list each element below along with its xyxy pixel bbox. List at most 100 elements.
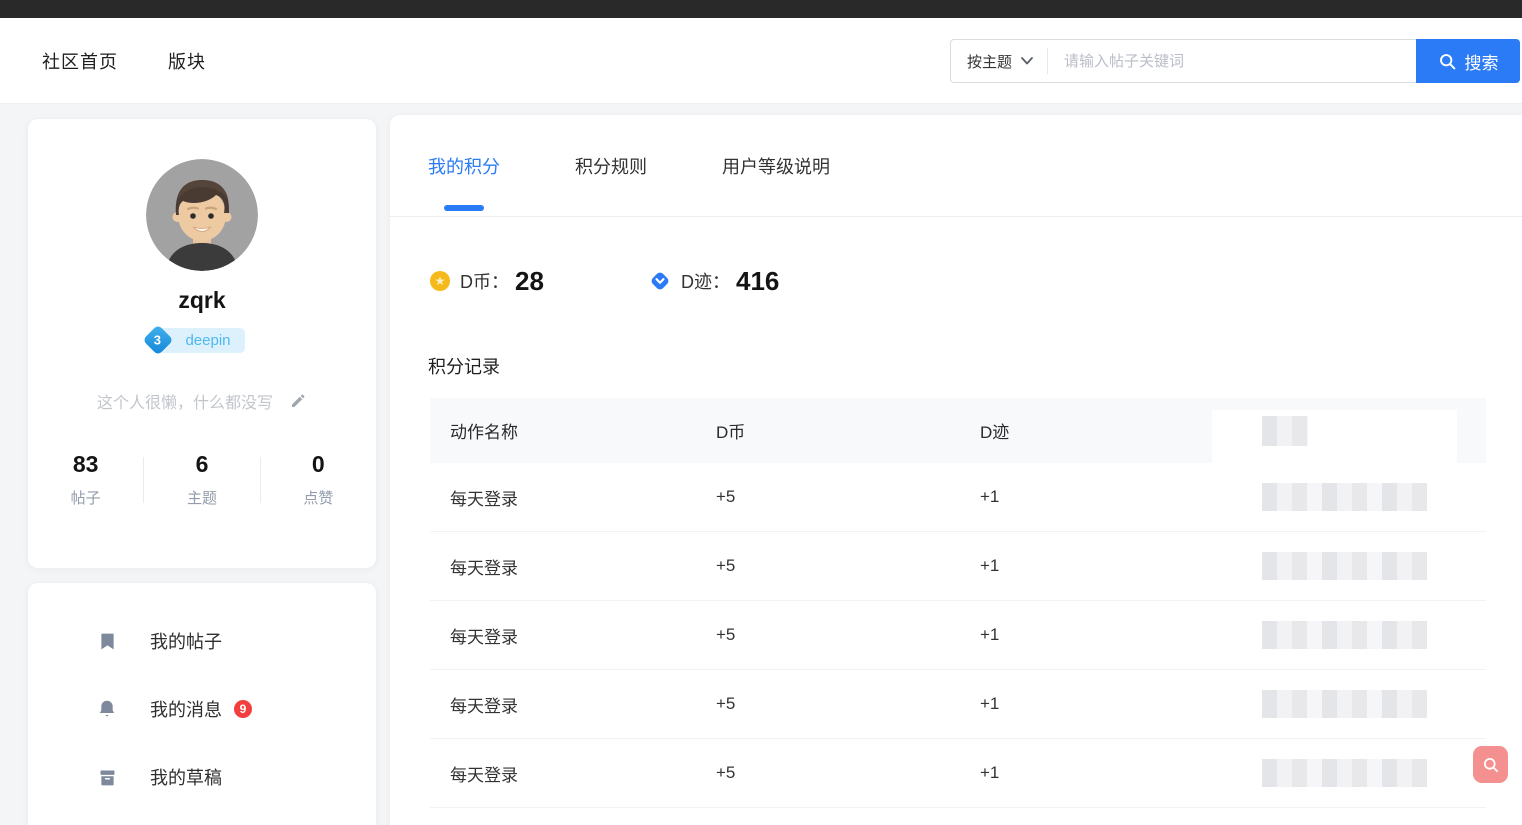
bell-icon (95, 698, 119, 720)
coin-icon: ★ (430, 271, 450, 291)
header-time-redacted (1212, 409, 1486, 483)
table-row: 每天登录 +5 +1 (430, 670, 1486, 739)
cell-dcoin: +5 (716, 625, 736, 644)
table-row: 每天登录 +5 +1 (430, 739, 1486, 808)
edit-pencil-icon[interactable] (289, 392, 307, 410)
tab-label: 我的积分 (428, 156, 500, 177)
redacted-time (1262, 552, 1427, 580)
avatar (146, 159, 258, 271)
search-divider (1047, 48, 1049, 74)
cell-dtrail: +1 (980, 487, 1000, 506)
nav-links: 社区首页 版块 (42, 18, 206, 103)
header-dcoin: D币 (716, 423, 746, 442)
active-tab-indicator (444, 205, 484, 211)
header-action: 动作名称 (450, 423, 518, 442)
stat-topics-label: 主题 (186, 490, 217, 507)
level-number: 3 (154, 332, 163, 348)
bookmark-icon (95, 631, 119, 652)
stat-likes-label: 点赞 (303, 490, 334, 507)
chevron-down-icon (1021, 57, 1033, 65)
level-name: deepin (185, 332, 231, 349)
level-diamond-icon: 3 (142, 324, 175, 356)
section-title: 积分记录 (428, 357, 500, 377)
topic-select[interactable]: 按主题 (951, 51, 1047, 72)
nav-link-community-home[interactable]: 社区首页 (42, 51, 118, 72)
stat-posts-label: 帖子 (70, 490, 101, 507)
tab-user-level-info[interactable]: 用户等级说明 (722, 115, 830, 216)
bio-text: 这个人很懒，什么都没写 (96, 395, 273, 412)
blur-patch (1212, 409, 1457, 483)
search-input[interactable] (1048, 40, 1416, 82)
bio-row: 这个人很懒，什么都没写 (28, 389, 376, 413)
redacted-time (1262, 621, 1427, 649)
cell-dtrail: +1 (980, 763, 1000, 782)
navbar: 社区首页 版块 按主题 搜索 (0, 18, 1522, 104)
search-icon (1439, 53, 1455, 69)
cell-dcoin: +5 (716, 556, 736, 575)
profile-card: zqrk 3 deepin 这个人很懒，什么都没写 83 帖子 6 (28, 119, 376, 568)
drafts-icon (95, 767, 119, 788)
stat-posts: 83 帖子 (28, 451, 143, 508)
notification-badge: 9 (234, 700, 252, 718)
table-row: 每天登录 +5 +1 (430, 601, 1486, 670)
redacted-time (1262, 759, 1427, 787)
cell-action: 每天登录 (450, 558, 518, 578)
header-dtrail: D迹 (980, 423, 1010, 442)
tab-points-rules[interactable]: 积分规则 (575, 115, 647, 216)
cell-action: 每天登录 (450, 489, 518, 509)
menu-card: 我的帖子 我的消息 9 我的草稿 (28, 583, 376, 825)
points-panel: 我的积分 积分规则 用户等级说明 ★ D币： 28 D迹： 416 积分记录 (390, 115, 1522, 825)
cell-dtrail: +1 (980, 694, 1000, 713)
menu-item-my-posts[interactable]: 我的帖子 (28, 607, 376, 675)
level-row: 3 deepin (28, 324, 376, 356)
tab-label: 用户等级说明 (722, 156, 830, 177)
username: zqrk (178, 287, 226, 313)
dcoin-summary: ★ D币： 28 (430, 265, 544, 297)
redacted-time (1262, 690, 1427, 718)
search-button[interactable]: 搜索 (1416, 39, 1520, 83)
cell-action: 每天登录 (450, 765, 518, 785)
floating-search-button[interactable] (1473, 746, 1508, 783)
stat-divider (259, 456, 261, 503)
search-icon (1483, 757, 1498, 772)
redacted-time (1262, 483, 1427, 511)
cell-dtrail: +1 (980, 625, 1000, 644)
cell-action: 每天登录 (450, 696, 518, 716)
cell-dcoin: +5 (716, 694, 736, 713)
table-header: 动作名称 D币 D迹 (430, 398, 1486, 483)
tab-label: 积分规则 (575, 156, 647, 177)
stat-divider (143, 456, 145, 503)
menu-item-label: 我的帖子 (150, 632, 222, 652)
dtrail-label: D迹： (681, 272, 730, 292)
stat-likes-value: 0 (311, 451, 325, 477)
dcoin-label: D币： (460, 272, 509, 292)
dtrail-value: 416 (736, 265, 780, 296)
cell-dcoin: +5 (716, 763, 736, 782)
menu-item-my-drafts[interactable]: 我的草稿 (28, 743, 376, 811)
menu-item-my-messages[interactable]: 我的消息 9 (28, 675, 376, 743)
dtrail-summary: D迹： 416 (649, 265, 779, 297)
search-button-label: 搜索 (1464, 53, 1499, 73)
cell-action: 每天登录 (450, 627, 518, 647)
nav-link-boards[interactable]: 版块 (168, 51, 206, 72)
cell-dcoin: +5 (716, 487, 736, 506)
menu-item-label: 我的草稿 (150, 768, 222, 788)
cell-dtrail: +1 (980, 556, 1000, 575)
page-background: zqrk 3 deepin 这个人很懒，什么都没写 83 帖子 6 (0, 104, 1522, 825)
stat-topics: 6 主题 (144, 451, 259, 508)
stat-likes: 0 点赞 (261, 451, 376, 508)
search-bar: 按主题 搜索 (950, 39, 1520, 83)
dcoin-value: 28 (515, 265, 544, 296)
tab-my-points[interactable]: 我的积分 (428, 115, 500, 216)
table-row: 每天登录 +5 +1 (430, 532, 1486, 601)
menu-item-label: 我的消息 (150, 700, 222, 720)
stats-row: 83 帖子 6 主题 0 点赞 (28, 451, 376, 508)
redacted-block (1262, 415, 1308, 446)
stat-posts-value: 83 (72, 451, 99, 477)
topic-select-label: 按主题 (967, 53, 1013, 71)
points-table: 动作名称 D币 D迹 每天登录 +5 +1 每天登录 +5 +1 (430, 398, 1486, 808)
dtrail-icon (651, 272, 669, 290)
level-badge: 3 deepin (142, 324, 245, 356)
top-strip (0, 0, 1522, 18)
tabbar: 我的积分 积分规则 用户等级说明 (390, 115, 1522, 217)
